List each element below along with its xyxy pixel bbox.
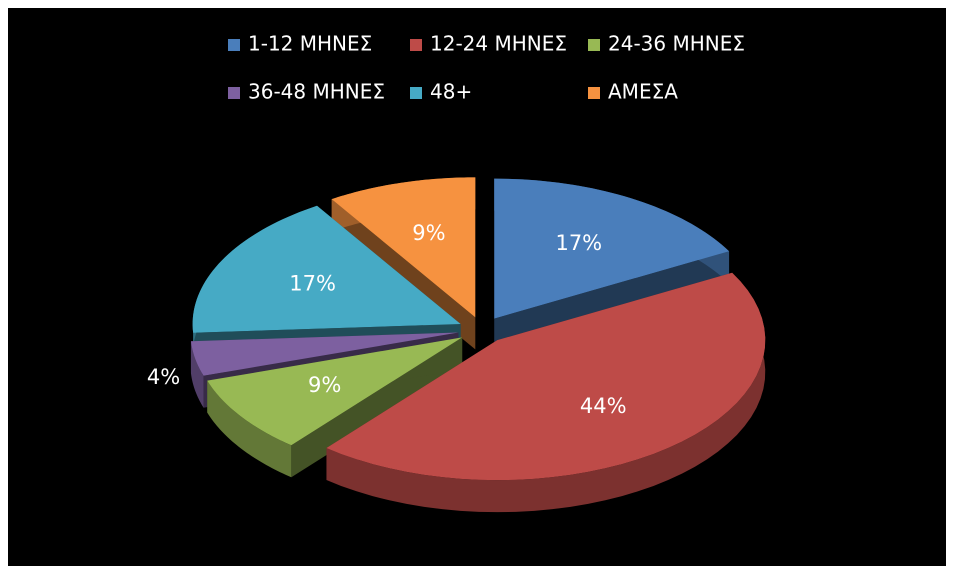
data-label: 17% bbox=[289, 272, 336, 296]
legend-label: ΑΜΕΣΑ bbox=[608, 80, 678, 104]
data-label: 44% bbox=[580, 394, 627, 418]
legend-label: 1-12 ΜΗΝΕΣ bbox=[248, 32, 372, 56]
slice-side bbox=[207, 380, 292, 478]
data-label: 9% bbox=[412, 221, 445, 245]
legend-swatch bbox=[410, 39, 422, 51]
legend-label: 24-36 ΜΗΝΕΣ bbox=[608, 32, 745, 56]
data-label: 4% bbox=[147, 365, 180, 389]
legend-swatch bbox=[228, 39, 240, 51]
slice bbox=[207, 337, 463, 446]
slice-side bbox=[326, 272, 766, 513]
slice bbox=[494, 178, 730, 319]
slice-side bbox=[190, 341, 204, 408]
legend-label: 12-24 ΜΗΝΕΣ bbox=[430, 32, 567, 56]
data-label: 17% bbox=[555, 231, 602, 255]
legend-label: 36-48 ΜΗΝΕΣ bbox=[248, 80, 385, 104]
legend-swatch bbox=[588, 39, 600, 51]
data-label: 9% bbox=[308, 373, 341, 397]
legend-swatch bbox=[410, 87, 422, 99]
slice bbox=[190, 332, 459, 376]
slice bbox=[192, 205, 461, 333]
legend-label: 48+ bbox=[430, 80, 472, 104]
slice bbox=[326, 272, 766, 481]
slice bbox=[331, 177, 476, 318]
legend-swatch bbox=[588, 87, 600, 99]
legend-swatch bbox=[228, 87, 240, 99]
